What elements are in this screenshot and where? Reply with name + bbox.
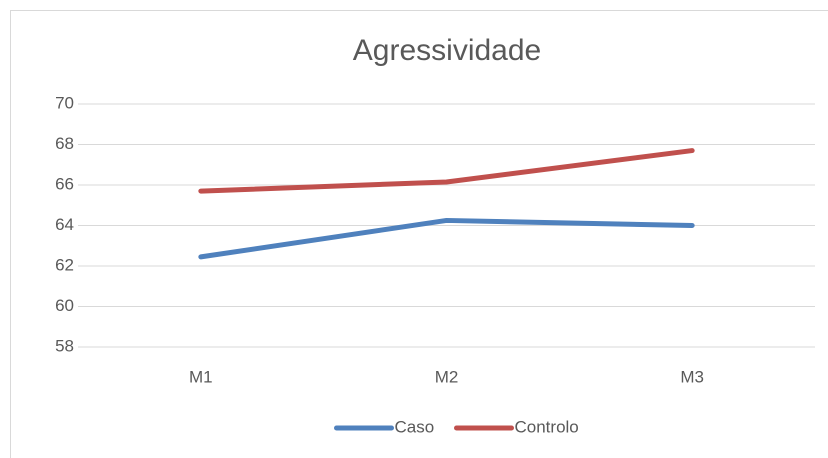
y-tick-label: 58 <box>55 336 74 355</box>
y-tick-label: 68 <box>55 134 74 153</box>
y-tick-label: 60 <box>55 296 74 315</box>
x-tick-label: M1 <box>189 367 213 386</box>
chart-border <box>10 10 828 458</box>
chart-title: Agressividade <box>353 34 541 67</box>
y-tick-label: 66 <box>55 174 74 193</box>
x-tick-label: M2 <box>435 367 459 386</box>
series-line <box>198 148 695 194</box>
x-tick-label: M3 <box>680 367 704 386</box>
legend-label: Controlo <box>515 417 579 436</box>
y-tick-label: 62 <box>55 255 74 274</box>
y-tick-label: 70 <box>55 93 74 112</box>
y-tick-label: 64 <box>55 215 74 234</box>
legend-label: Caso <box>395 417 435 436</box>
series-line <box>198 217 695 260</box>
